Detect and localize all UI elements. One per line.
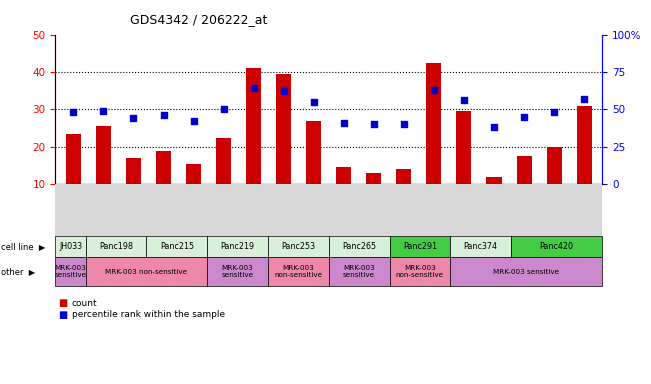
Bar [516,156,532,184]
Text: Panc374: Panc374 [464,242,497,251]
Bar [246,68,261,184]
Text: count: count [72,299,97,308]
Bar [396,169,411,184]
Bar [367,173,381,184]
Text: MRK-003 sensitive: MRK-003 sensitive [493,269,559,275]
Point [339,120,349,126]
Text: ■: ■ [59,310,68,320]
Point [158,113,169,119]
Point [249,85,259,91]
Text: Panc198: Panc198 [99,242,133,251]
Point [549,109,559,116]
Text: MRK-003
sensitive: MRK-003 sensitive [55,265,87,278]
Bar [577,106,592,184]
Text: MRK-003
non-sensitive: MRK-003 non-sensitive [274,265,322,278]
Bar [547,147,562,184]
Bar [186,164,201,184]
Point [128,115,139,121]
Bar [126,158,141,184]
Bar [426,63,441,184]
Text: ■: ■ [59,298,68,308]
Text: cell line  ▶: cell line ▶ [1,242,46,251]
Point [368,121,379,127]
Text: GDS4342 / 206222_at: GDS4342 / 206222_at [130,13,268,26]
Bar [337,167,352,184]
Bar [96,126,111,184]
Point [188,118,199,124]
Point [429,87,439,93]
Point [579,96,589,102]
Text: Panc420: Panc420 [540,242,574,251]
Text: JH033: JH033 [59,242,82,251]
Point [398,121,409,127]
Text: Panc265: Panc265 [342,242,376,251]
Text: Panc253: Panc253 [281,242,316,251]
Bar [156,151,171,184]
Bar [486,177,501,184]
Text: percentile rank within the sample: percentile rank within the sample [72,310,225,319]
Text: Panc291: Panc291 [403,242,437,251]
Text: MRK-003
sensitive: MRK-003 sensitive [343,265,375,278]
Bar [456,111,471,184]
Text: MRK-003 non-sensitive: MRK-003 non-sensitive [105,269,187,275]
Point [459,98,469,104]
Bar [306,121,321,184]
Text: other  ▶: other ▶ [1,267,36,276]
Bar [66,134,81,184]
Text: Panc219: Panc219 [221,242,255,251]
Point [279,88,289,94]
Point [519,114,529,120]
Bar [216,137,231,184]
Point [218,106,229,113]
Text: MRK-003
non-sensitive: MRK-003 non-sensitive [396,265,444,278]
Bar [276,74,291,184]
Point [309,99,319,105]
Point [98,108,109,114]
Point [68,109,79,116]
Text: MRK-003
sensitive: MRK-003 sensitive [221,265,254,278]
Text: Panc215: Panc215 [159,242,194,251]
Point [489,124,499,131]
